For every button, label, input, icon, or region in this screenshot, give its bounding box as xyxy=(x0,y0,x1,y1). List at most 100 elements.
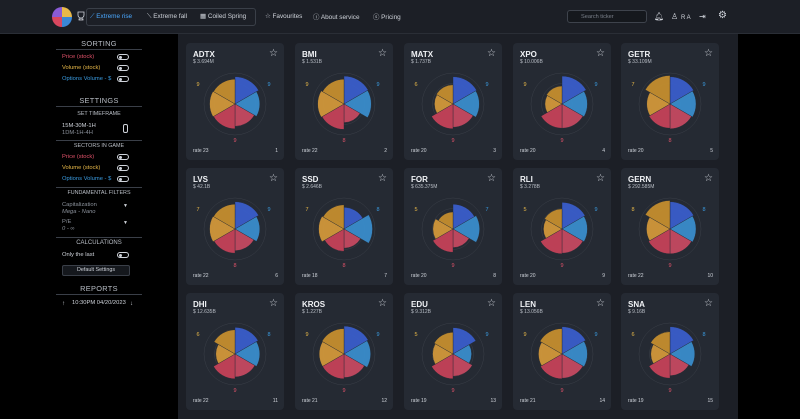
sort-price-toggle[interactable] xyxy=(117,54,129,60)
mode-extreme-rise[interactable]: ⟋ Extreme rise xyxy=(90,13,133,20)
rank-number: 11 xyxy=(272,398,278,404)
default-settings-button[interactable]: Default Settings xyxy=(62,265,130,276)
pie-slice xyxy=(433,332,454,355)
pie-slice xyxy=(650,331,671,355)
pie-score-label: 9 xyxy=(523,82,526,88)
stock-grid: ADTX $ 3.694M ☆ 9 9 9 rate 23 1 BMI $ 1.531B ☆ 9 9 8 r… xyxy=(178,34,738,419)
sort-volume-toggle[interactable] xyxy=(117,65,129,71)
stock-card[interactable]: SNA $ 9.16B ☆ 6 8 9 rate 19 15 xyxy=(621,293,719,410)
sort-price-label: Price (stock) xyxy=(62,54,95,60)
pie-slice xyxy=(645,200,671,230)
gear-icon[interactable]: ⚙ xyxy=(718,10,727,21)
favourite-star-icon[interactable]: ☆ xyxy=(378,173,387,184)
stock-card[interactable]: LEN $ 13.056B ☆ 9 9 9 rate 21 14 xyxy=(513,293,611,410)
pie-slice xyxy=(209,91,236,117)
stock-card[interactable]: EDU $ 9.312B ☆ 5 9 9 rate 19 13 xyxy=(404,293,502,410)
stock-card[interactable]: GERN $ 292.585M ☆ 8 8 9 rate 22 10 xyxy=(621,168,719,285)
pie-score-label: 9 xyxy=(305,332,308,338)
nav-about-service[interactable]: ⓘ About service xyxy=(313,14,360,21)
sidebar: SORTING Price (stock) Volume (stock) Opt… xyxy=(54,34,144,419)
favourite-star-icon[interactable]: ☆ xyxy=(378,48,387,59)
ticker-symbol: LEN xyxy=(520,300,536,309)
sort-options-toggle[interactable] xyxy=(117,76,129,82)
pie-slice xyxy=(437,211,454,230)
pie-score-label: 9 xyxy=(702,82,705,88)
user-initials[interactable]: R A xyxy=(681,15,691,21)
pie-score-label: 7 xyxy=(305,207,308,213)
favourite-star-icon[interactable]: ☆ xyxy=(596,173,605,184)
favourite-star-icon[interactable]: ☆ xyxy=(269,48,278,59)
pie-score-label: 9 xyxy=(594,332,597,338)
pie-slice xyxy=(234,341,260,367)
sector-options-toggle[interactable] xyxy=(117,176,129,182)
only-last-toggle[interactable] xyxy=(117,252,129,258)
market-cap: $ 1.227B xyxy=(302,309,323,315)
stock-card[interactable]: BMI $ 1.531B ☆ 9 9 8 rate 22 2 xyxy=(295,43,393,160)
stock-card[interactable]: GETR $ 33.109M ☆ 7 9 8 rate 20 5 xyxy=(621,43,719,160)
pie-score-label: 8 xyxy=(376,207,379,213)
sector-pie-chart: 7 9 8 xyxy=(631,72,706,144)
favourite-star-icon[interactable]: ☆ xyxy=(596,298,605,309)
favourite-star-icon[interactable]: ☆ xyxy=(704,48,713,59)
pie-slice xyxy=(209,216,236,242)
favourite-star-icon[interactable]: ☆ xyxy=(704,298,713,309)
pie-slice xyxy=(561,216,588,242)
rank-number: 10 xyxy=(707,273,713,279)
trend-up-icon: ⟋ xyxy=(90,13,97,20)
chevron-down-icon[interactable]: ▼ xyxy=(123,220,128,226)
favourite-star-icon[interactable]: ☆ xyxy=(704,173,713,184)
arrow-down-icon[interactable]: ↓ xyxy=(130,301,133,307)
star-icon: ☆ xyxy=(265,13,273,20)
pie-score-label: 5 xyxy=(414,207,417,213)
pie-guide-ring xyxy=(421,197,485,261)
stock-card[interactable]: MATX $ 1.737B ☆ 6 9 9 rate 20 3 xyxy=(404,43,502,160)
pie-slice xyxy=(343,325,369,355)
report-entry[interactable]: 10:30PM 04/20/2023 xyxy=(72,300,126,306)
favourite-star-icon[interactable]: ☆ xyxy=(596,48,605,59)
ticker-symbol: GERN xyxy=(628,175,652,184)
stock-card[interactable]: DHI $ 12.635B ☆ 6 8 9 rate 22 11 xyxy=(186,293,284,410)
pe-value[interactable]: 0 - ∞ xyxy=(62,226,75,232)
nav-favourites[interactable]: ☆ Favourites xyxy=(265,13,303,20)
pie-slice xyxy=(318,216,345,242)
dollar-icon: ⓢ xyxy=(373,14,382,21)
stock-card[interactable]: FOR $ 635.375M ☆ 5 7 9 rate 20 8 xyxy=(404,168,502,285)
logout-icon[interactable]: ⇥ xyxy=(699,12,706,21)
arrow-up-icon[interactable]: ↑ xyxy=(62,301,65,307)
favourite-star-icon[interactable]: ☆ xyxy=(487,173,496,184)
rate-label: rate 21 xyxy=(520,398,536,404)
stock-card[interactable]: SSD $ 2.646B ☆ 7 8 8 rate 18 7 xyxy=(295,168,393,285)
stock-card[interactable]: XPO $ 10.006B ☆ 9 9 9 rate 20 4 xyxy=(513,43,611,160)
sector-price-label: Price (stock) xyxy=(62,154,95,160)
stock-card[interactable]: LVS $ 42.1B ☆ 7 9 8 rate 22 6 xyxy=(186,168,284,285)
sector-pie-chart: 7 8 8 xyxy=(305,197,380,269)
favourite-star-icon[interactable]: ☆ xyxy=(378,298,387,309)
pie-slice xyxy=(561,75,587,105)
chevron-down-icon[interactable]: ▼ xyxy=(123,203,128,209)
bell-icon[interactable]: 🔔︎ xyxy=(654,12,665,21)
sector-pie-chart: 6 8 9 xyxy=(196,322,271,394)
stock-card[interactable]: KROS $ 1.227B ☆ 9 9 9 rate 21 12 xyxy=(295,293,393,410)
favourite-star-icon[interactable]: ☆ xyxy=(487,48,496,59)
favourite-star-icon[interactable]: ☆ xyxy=(269,173,278,184)
ticker-symbol: BMI xyxy=(302,50,317,59)
favourite-star-icon[interactable]: ☆ xyxy=(487,298,496,309)
mode-coiled-spring[interactable]: ▦ Coiled Spring xyxy=(200,13,247,20)
nav-pricing[interactable]: ⓢ Pricing xyxy=(373,14,401,21)
timeframe-toggle[interactable] xyxy=(123,124,128,133)
user-icon[interactable]: ♙ xyxy=(671,12,679,21)
market-cap: $ 9.312B xyxy=(411,309,432,315)
mode-extreme-fall[interactable]: ⟍ Extreme fall xyxy=(147,13,187,20)
sector-pie-chart: 5 9 9 xyxy=(414,322,489,394)
stock-card[interactable]: ADTX $ 3.694M ☆ 9 9 9 rate 23 1 xyxy=(186,43,284,160)
sector-volume-toggle[interactable] xyxy=(117,165,129,171)
stock-card[interactable]: RLI $ 3.278B ☆ 5 9 9 rate 20 9 xyxy=(513,168,611,285)
trophy-icon[interactable] xyxy=(76,11,86,21)
sector-price-toggle[interactable] xyxy=(117,154,129,160)
sector-pie-chart: 5 9 9 xyxy=(523,197,598,269)
pie-score-label: 9 xyxy=(594,207,597,213)
favourite-star-icon[interactable]: ☆ xyxy=(269,298,278,309)
search-input[interactable] xyxy=(567,10,647,23)
capitalization-value[interactable]: Mega - Nano xyxy=(62,209,96,215)
app-logo-icon[interactable] xyxy=(52,7,72,27)
